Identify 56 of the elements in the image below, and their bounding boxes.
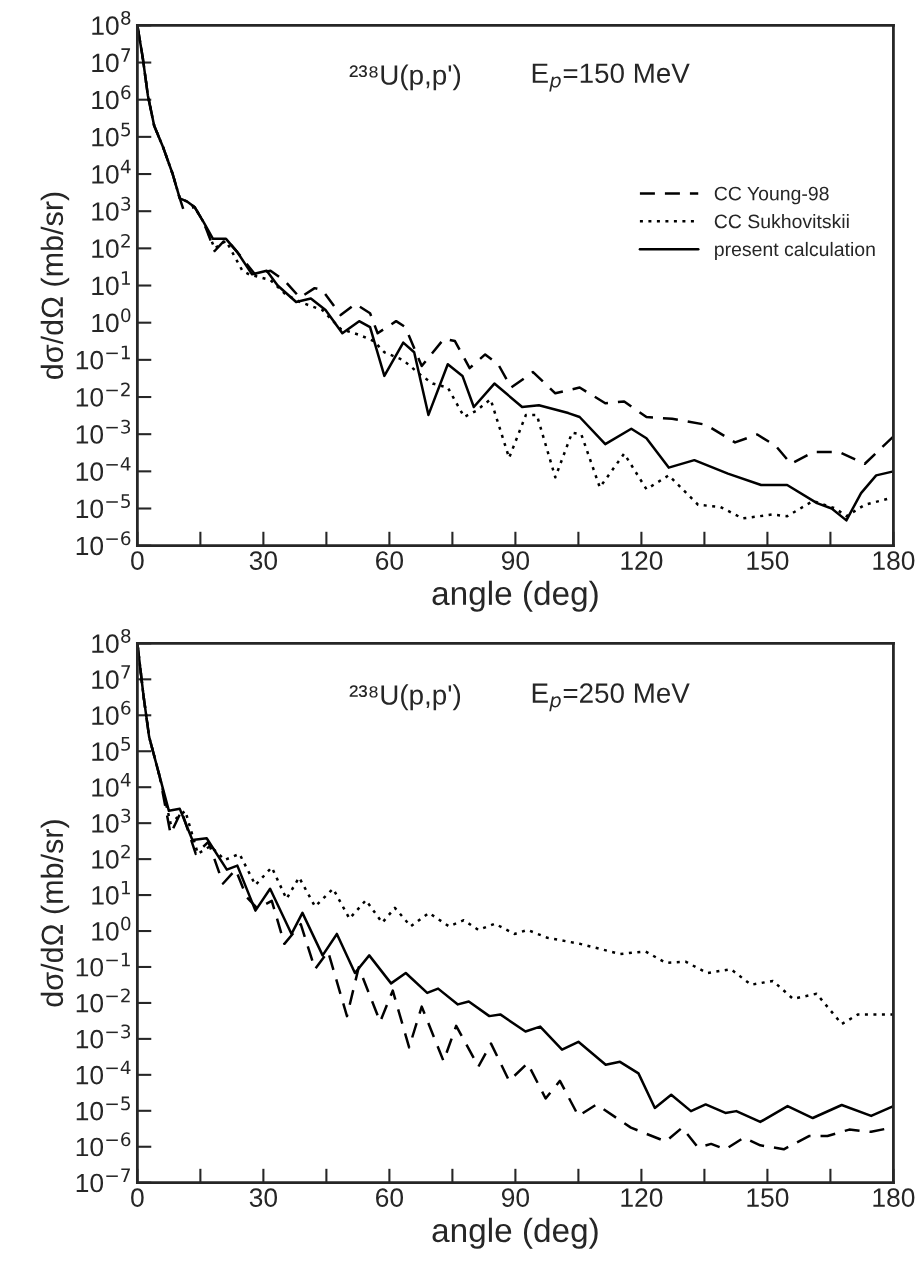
x-tick-label: 30 xyxy=(249,551,278,570)
y-tick-label: 10$^{1}$ xyxy=(92,880,130,905)
y-tick-label: 10$^{1}$ xyxy=(92,271,130,296)
y-tick-label: 10$^{5}$ xyxy=(92,122,131,147)
y-tick-label: 10$^{−3}$ xyxy=(76,1024,131,1049)
legend-label: CC Sukhovitskii xyxy=(714,214,849,229)
x-tick-label: 90 xyxy=(501,1188,530,1207)
x-tick-label: 60 xyxy=(376,1188,404,1207)
y-tick-label: 10$^{0}$ xyxy=(92,916,131,941)
y-axis-title: dσ/dΩ (mb/sr) xyxy=(40,820,70,1007)
y-tick-label: 10$^{6}$ xyxy=(92,85,131,110)
y-tick-label: 10$^{−7}$ xyxy=(76,1168,130,1193)
annotation: ²³⁸U(p,p') xyxy=(349,684,461,711)
x-tick-label: 180 xyxy=(873,551,915,570)
y-tick-label: 10$^{3}$ xyxy=(92,196,131,221)
y-tick-label: 10$^{3}$ xyxy=(92,808,131,833)
y-tick-label: 10$^{2}$ xyxy=(92,233,130,258)
x-tick-label: 0 xyxy=(131,551,144,570)
annotation: E$_{p}$=250 MeV xyxy=(532,683,690,712)
y-tick-label: 10$^{6}$ xyxy=(92,700,131,725)
y-tick-label: 10$^{7}$ xyxy=(92,665,131,689)
x-tick-label: 180 xyxy=(873,1188,915,1207)
annotation: ²³⁸U(p,p') xyxy=(349,64,461,91)
y-tick-label: 10$^{−3}$ xyxy=(76,419,131,444)
x-tick-label: 150 xyxy=(747,551,789,570)
y-tick-label: 10$^{−6}$ xyxy=(76,531,131,556)
y-tick-label: 10$^{4}$ xyxy=(92,773,131,797)
y-tick-label: 10$^{−1}$ xyxy=(76,345,130,370)
y-axis-title: dσ/dΩ (mb/sr) xyxy=(40,192,70,379)
annotation: E$_{p}$=150 MeV xyxy=(532,63,690,92)
x-axis-title: angle (deg) xyxy=(432,1217,598,1249)
y-tick-label: 10$^{−1}$ xyxy=(76,952,130,977)
y-tick-label: 10$^{8}$ xyxy=(92,628,131,653)
y-tick-label: 10$^{−5}$ xyxy=(76,1096,130,1121)
y-tick-label: 10$^{−4}$ xyxy=(76,1060,131,1085)
x-tick-label: 120 xyxy=(621,551,663,570)
y-tick-label: 10$^{−2}$ xyxy=(76,988,130,1013)
y-tick-label: 10$^{8}$ xyxy=(92,10,131,35)
x-tick-label: 60 xyxy=(376,551,404,570)
x-tick-label: 90 xyxy=(501,551,530,570)
x-axis-title: angle (deg) xyxy=(432,580,598,612)
x-tick-label: 150 xyxy=(747,1188,789,1207)
x-tick-label: 30 xyxy=(249,1188,278,1207)
legend-label: CC Young-98 xyxy=(714,186,829,205)
y-tick-label: 10$^{−6}$ xyxy=(76,1132,131,1157)
y-tick-label: 10$^{4}$ xyxy=(92,159,131,184)
y-tick-label: 10$^{−4}$ xyxy=(76,457,131,481)
y-tick-label: 10$^{2}$ xyxy=(92,844,130,869)
y-tick-label: 10$^{−5}$ xyxy=(76,494,130,519)
y-tick-label: 10$^{7}$ xyxy=(92,48,131,73)
legend-label: present calculation xyxy=(715,241,875,260)
y-tick-label: 10$^{5}$ xyxy=(92,737,131,761)
x-tick-label: 0 xyxy=(131,1188,144,1207)
x-tick-label: 120 xyxy=(621,1188,663,1207)
y-tick-label: 10$^{−2}$ xyxy=(76,382,130,407)
y-tick-label: 10$^{0}$ xyxy=(92,308,131,333)
